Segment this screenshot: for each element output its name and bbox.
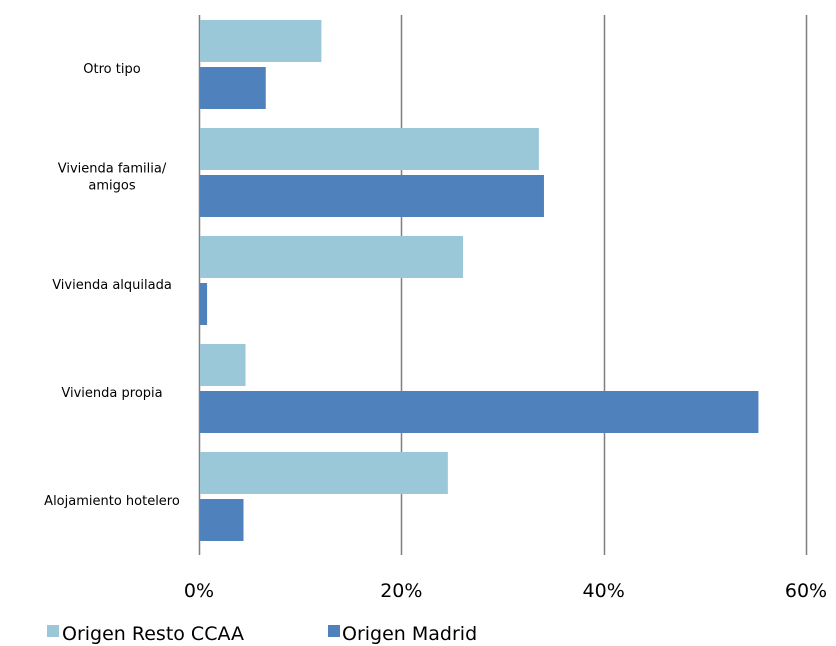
x-axis-tick-labels: 0% 20% 40% 60%: [184, 580, 827, 602]
category-label: Vivienda familia/: [58, 162, 167, 177]
bars: [200, 20, 759, 541]
bar-madrid-1: [200, 175, 544, 217]
legend: Origen Resto CCAA Origen Madrid: [47, 623, 477, 645]
legend-swatch-madrid: [328, 625, 340, 637]
bar-resto-ccaa-0: [200, 20, 322, 62]
bar-madrid-2: [200, 283, 208, 325]
legend-label-resto-ccaa: Origen Resto CCAA: [62, 623, 244, 645]
category-label: Vivienda alquilada: [52, 278, 172, 293]
bar-resto-ccaa-1: [200, 128, 539, 170]
category-label: amigos: [88, 179, 135, 194]
bar-resto-ccaa-3: [200, 344, 246, 386]
bar-madrid-3: [200, 391, 759, 433]
bar-resto-ccaa-2: [200, 236, 464, 278]
x-tick-label: 60%: [785, 580, 827, 602]
x-tick-label: 40%: [583, 580, 625, 602]
legend-label-madrid: Origen Madrid: [342, 623, 477, 645]
bar-madrid-4: [200, 499, 244, 541]
x-tick-label: 0%: [184, 580, 214, 602]
category-label: Otro tipo: [83, 62, 140, 77]
category-label: Vivienda propia: [61, 386, 162, 401]
category-label: Alojamiento hotelero: [44, 494, 180, 509]
category-labels: Otro tipo Vivienda familia/amigos Vivienda…: [44, 62, 180, 509]
bar-madrid-0: [200, 67, 266, 109]
legend-swatch-resto-ccaa: [47, 625, 59, 637]
x-tick-label: 20%: [380, 580, 422, 602]
bar-resto-ccaa-4: [200, 452, 448, 494]
